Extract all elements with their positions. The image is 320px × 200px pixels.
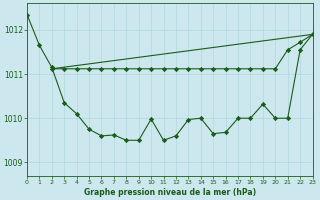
X-axis label: Graphe pression niveau de la mer (hPa): Graphe pression niveau de la mer (hPa) xyxy=(84,188,256,197)
